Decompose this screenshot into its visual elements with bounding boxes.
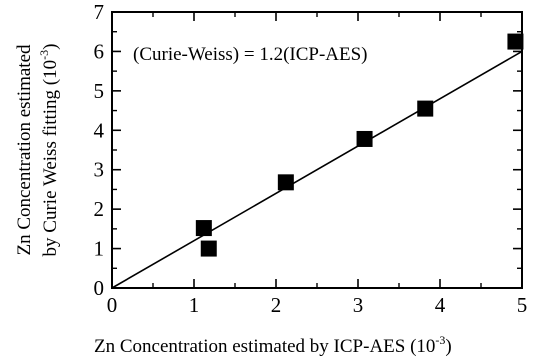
data-point	[277, 174, 294, 191]
y-axis-title: Zn Concentration estimated by Curie Weis…	[14, 44, 61, 257]
data-point	[200, 240, 217, 257]
data-point	[195, 220, 212, 237]
x-axis-title-text: Zn Concentration estimated by ICP-AES (1…	[94, 336, 435, 357]
data-points	[195, 33, 524, 257]
x-axis-title-exponent: -3	[435, 333, 445, 347]
fit-equation-annotation: (Curie-Weiss) = 1.2(ICP-AES)	[133, 44, 368, 65]
axis-ticks	[111, 11, 523, 289]
fit-line	[111, 50, 523, 289]
x-axis-title-close: )	[445, 336, 451, 357]
y-tick-label: 2	[94, 197, 105, 221]
y-tick-label: 0	[94, 276, 105, 300]
x-tick-label: 2	[271, 293, 282, 317]
x-tick-label: 1	[189, 293, 200, 317]
y-tick-label: 5	[94, 79, 105, 103]
x-tick-label: 3	[353, 293, 364, 317]
y-axis-title-line1: Zn Concentration estimated	[14, 44, 35, 256]
y-axis-title-line2: by Curie Weiss fitting (10-3)	[37, 44, 61, 257]
tick-labels: 0 1 2 3 4 5 0 1 2 3 4 5 6 7	[94, 0, 528, 317]
x-tick-label: 5	[517, 293, 528, 317]
y-tick-label: 1	[94, 237, 105, 261]
data-point	[417, 100, 434, 117]
x-axis-title: Zn Concentration estimated by ICP-AES (1…	[94, 333, 452, 357]
y-tick-label: 7	[94, 0, 105, 24]
x-tick-label: 0	[107, 293, 118, 317]
y-axis-title-exponent: -3	[37, 50, 51, 60]
y-tick-label: 6	[94, 39, 105, 63]
data-point	[507, 33, 524, 50]
y-axis-title-close: )	[40, 44, 61, 50]
y-tick-label: 3	[94, 158, 105, 182]
y-axis-title-line2-text: by Curie Weiss fitting (10	[40, 60, 61, 257]
data-point	[356, 130, 373, 147]
y-tick-label: 4	[94, 118, 105, 142]
x-tick-label: 4	[435, 293, 446, 317]
